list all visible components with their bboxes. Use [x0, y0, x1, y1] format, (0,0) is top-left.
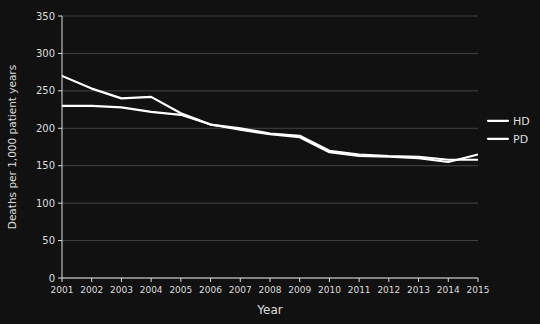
x-tick	[418, 278, 419, 282]
y-axis-label: Deaths per 1,000 patient years	[6, 65, 18, 229]
y-tick-label: 100	[36, 198, 55, 209]
x-tick-label: 2013	[407, 285, 430, 295]
grid-line	[62, 16, 478, 17]
x-tick-label: 2001	[51, 285, 74, 295]
y-tick-label: 200	[36, 123, 55, 134]
y-tick	[58, 128, 62, 129]
x-tick-label: 2009	[288, 285, 311, 295]
y-tick-label: 0	[49, 273, 55, 284]
y-tick	[58, 90, 62, 91]
x-tick-label: 2014	[437, 285, 460, 295]
grid-line	[62, 53, 478, 54]
legend-label: HD	[513, 115, 530, 128]
lines	[62, 76, 478, 162]
x-axis-line	[62, 278, 478, 279]
grid-line	[62, 165, 478, 166]
x-tick-label: 2015	[467, 285, 490, 295]
grid-line	[62, 90, 478, 91]
x-tick	[329, 278, 330, 282]
x-tick	[121, 278, 122, 282]
x-tick	[210, 278, 211, 282]
axes: 0 50 100 150 200 250 300 350 2001 2002 2003 2004 200…	[36, 11, 490, 296]
y-tick-label: 250	[36, 85, 55, 96]
chart-container: 0 50 100 150 200 250 300 350 2001 2002 2003 2004 200…	[0, 0, 540, 324]
x-tick	[62, 278, 63, 282]
x-tick	[240, 278, 241, 282]
y-tick-label: 300	[36, 48, 55, 59]
legend-swatch	[488, 138, 508, 140]
x-tick-label: 2003	[110, 285, 133, 295]
x-tick	[359, 278, 360, 282]
y-tick	[58, 53, 62, 54]
x-tick-label: 2007	[229, 285, 252, 295]
legend: HD PD	[488, 115, 530, 146]
legend-label: PD	[513, 133, 528, 146]
y-tick	[58, 278, 62, 279]
grid-line	[62, 240, 478, 241]
x-tick	[270, 278, 271, 282]
x-tick	[299, 278, 300, 282]
grid-line	[62, 278, 478, 279]
line-series	[62, 106, 478, 160]
x-tick	[151, 278, 152, 282]
background	[0, 0, 540, 324]
grid	[62, 16, 478, 278]
y-axis-line	[62, 16, 63, 278]
x-axis-label: Year	[256, 303, 282, 317]
x-tick-label: 2005	[169, 285, 192, 295]
chart: 0 50 100 150 200 250 300 350 2001 2002 2003 2004 200…	[0, 0, 540, 324]
x-tick-label: 2012	[377, 285, 400, 295]
x-tick-label: 2011	[348, 285, 371, 295]
y-tick	[58, 240, 62, 241]
y-tick	[58, 16, 62, 17]
grid-line	[62, 128, 478, 129]
grid-line	[62, 203, 478, 204]
y-tick	[58, 203, 62, 204]
x-tick	[388, 278, 389, 282]
x-tick	[91, 278, 92, 282]
x-tick-label: 2008	[259, 285, 282, 295]
x-tick-label: 2006	[199, 285, 222, 295]
x-tick-label: 2002	[80, 285, 103, 295]
legend-swatch	[488, 120, 508, 122]
y-tick-label: 50	[42, 235, 55, 246]
line-series	[62, 76, 478, 162]
x-tick-label: 2010	[318, 285, 341, 295]
x-tick	[180, 278, 181, 282]
y-tick	[58, 165, 62, 166]
x-tick-label: 2004	[140, 285, 163, 295]
x-tick	[478, 278, 479, 282]
x-tick	[448, 278, 449, 282]
y-tick-label: 150	[36, 160, 55, 171]
y-tick-label: 350	[36, 11, 55, 22]
